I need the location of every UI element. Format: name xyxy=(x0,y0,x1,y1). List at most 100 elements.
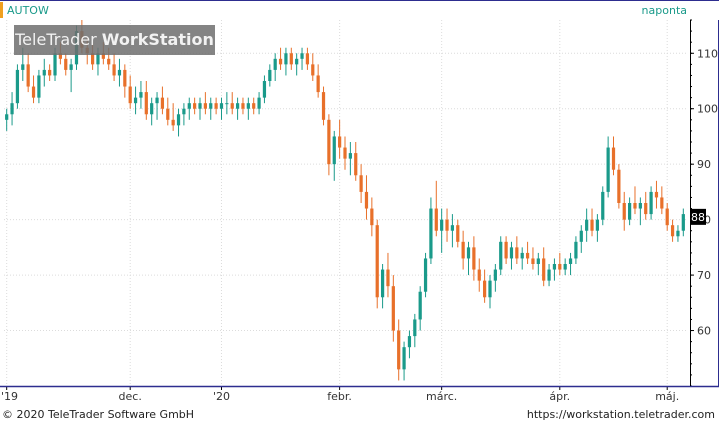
candle xyxy=(611,136,616,176)
candle xyxy=(628,197,632,226)
candle xyxy=(278,47,283,70)
footer-url[interactable]: https://workstation.teletrader.com xyxy=(526,408,715,421)
candle xyxy=(429,197,433,264)
candle xyxy=(477,258,481,292)
y-tick-label: 60 xyxy=(697,325,711,338)
candle-body xyxy=(150,103,154,115)
candle-body xyxy=(375,225,379,298)
candle-body xyxy=(123,69,127,87)
candle-body xyxy=(305,53,310,65)
candle xyxy=(235,97,240,120)
candle-body xyxy=(391,286,395,331)
candle xyxy=(332,130,336,181)
candle xyxy=(407,330,412,359)
candle xyxy=(493,264,497,292)
candle-body xyxy=(558,264,562,270)
candle-body xyxy=(660,197,664,209)
watermark-part2: WorkStation xyxy=(101,30,214,49)
candle xyxy=(359,164,363,203)
candle-body xyxy=(343,147,347,159)
candle-body xyxy=(241,103,245,109)
x-tick-label: febr. xyxy=(327,390,352,403)
candle-body xyxy=(407,336,412,348)
candle-body xyxy=(235,103,240,109)
candle xyxy=(144,81,148,120)
x-tick-label: '19 xyxy=(1,390,18,403)
candle xyxy=(155,92,159,120)
candle xyxy=(590,208,594,237)
candle-body xyxy=(509,247,514,259)
candle xyxy=(402,341,406,381)
candle-body xyxy=(531,258,535,264)
candle xyxy=(354,142,358,181)
candle xyxy=(338,119,342,159)
candle-body xyxy=(525,252,530,259)
symbol-marker xyxy=(0,2,3,18)
candle xyxy=(574,236,578,264)
candle-body xyxy=(15,69,20,104)
candle xyxy=(150,97,154,126)
candle-body xyxy=(273,58,277,70)
candle-body xyxy=(536,258,540,264)
candle xyxy=(187,97,191,120)
symbol-label: AUTOW xyxy=(7,4,49,17)
candle xyxy=(397,319,401,381)
candle-body xyxy=(445,219,449,231)
candle-body xyxy=(26,64,30,87)
candle xyxy=(5,108,9,131)
candle xyxy=(69,58,73,93)
candle-body xyxy=(456,225,460,242)
candle xyxy=(15,64,20,109)
x-tick-label: '20 xyxy=(213,390,230,403)
candle xyxy=(563,258,567,276)
candle xyxy=(515,236,519,264)
candle-body xyxy=(69,64,73,70)
candle-body xyxy=(230,103,234,109)
candle xyxy=(552,258,557,281)
candle xyxy=(139,81,143,109)
candle xyxy=(37,69,41,104)
candle xyxy=(638,197,642,226)
candle xyxy=(193,97,197,115)
candle xyxy=(295,53,299,76)
candle xyxy=(123,64,127,98)
candle xyxy=(230,92,234,115)
candle xyxy=(525,241,530,264)
candle-body xyxy=(359,175,363,192)
candle-body xyxy=(58,53,62,59)
candle-body xyxy=(187,103,191,109)
candle-body xyxy=(579,230,583,242)
interval-label[interactable]: naponta xyxy=(641,4,687,17)
candle xyxy=(182,103,186,126)
candle-body xyxy=(117,69,122,76)
candle-body xyxy=(53,53,57,76)
candle-body xyxy=(295,58,299,65)
candle xyxy=(380,264,385,309)
candle xyxy=(31,75,36,104)
candle xyxy=(520,247,524,270)
candle-body xyxy=(284,53,288,65)
x-tick-label: márc. xyxy=(426,390,457,403)
candle xyxy=(203,92,207,115)
candle-body xyxy=(601,191,605,220)
candle-body xyxy=(654,191,659,198)
candle-body xyxy=(477,269,481,281)
candle-body xyxy=(364,191,369,209)
last-price-badge xyxy=(690,208,706,225)
candle xyxy=(241,97,245,115)
candle-body xyxy=(493,269,497,281)
candle xyxy=(440,208,444,253)
candle-body xyxy=(547,269,551,281)
candle xyxy=(305,47,310,70)
candle xyxy=(219,97,224,120)
candle-body xyxy=(90,53,95,65)
candle-body xyxy=(386,269,390,287)
candle-body xyxy=(48,69,52,76)
candle xyxy=(112,53,116,81)
candle-body xyxy=(665,208,669,226)
candle-body xyxy=(504,241,508,259)
candle-body xyxy=(633,203,637,209)
candle-body xyxy=(252,103,256,109)
